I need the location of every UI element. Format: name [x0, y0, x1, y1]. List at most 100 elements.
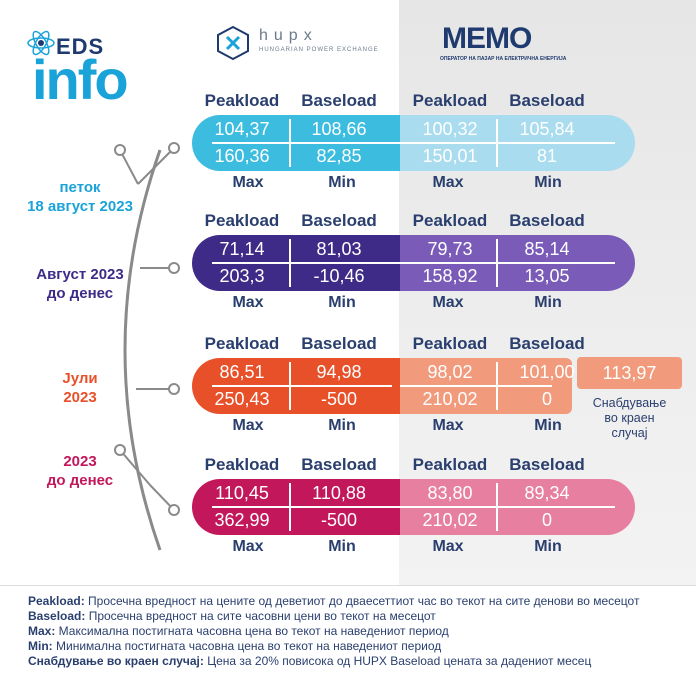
col-header: Baseload	[301, 211, 377, 230]
hupx-subtitle: HUNGARIAN POWER EXCHANGE	[259, 47, 379, 53]
stat-label: Max	[232, 174, 264, 191]
col-header: Baseload	[301, 334, 377, 353]
price-value: 110,88	[312, 483, 366, 503]
stat-label: Min	[328, 174, 356, 191]
col-header: Peakload	[204, 91, 280, 110]
legend-term: Min:	[28, 639, 53, 653]
price-value: 83,80	[427, 483, 473, 503]
pill-divider-vertical	[289, 362, 291, 410]
stat-label: Max	[432, 174, 464, 191]
price-pill-hupx	[192, 358, 412, 414]
price-pill-memo	[400, 115, 635, 171]
pill-divider-horizontal	[400, 385, 552, 387]
stat-label: Max	[432, 538, 464, 555]
price-value: 86,51	[219, 362, 265, 382]
legend-text: Цена за 20% повисока од HUPX Baseload це…	[203, 654, 592, 668]
pill-divider-horizontal	[400, 142, 615, 144]
stat-label: Min	[534, 294, 562, 311]
stat-label: Max	[432, 294, 464, 311]
stat-label: Max	[232, 294, 264, 311]
pill-divider-horizontal	[212, 262, 402, 264]
price-value: -500	[320, 510, 358, 530]
atom-icon	[27, 30, 55, 56]
price-value: 100,32	[422, 119, 478, 139]
col-header: Peakload	[412, 334, 488, 353]
legend-term: Max:	[28, 624, 56, 638]
pill-divider-horizontal	[212, 385, 392, 387]
pill-divider-horizontal	[400, 506, 615, 508]
price-value: 81,03	[316, 239, 362, 259]
legend-item: Max: Максимална постигната часовна цена …	[28, 624, 449, 638]
legend-term: Снабдување во краен случај:	[28, 654, 204, 668]
pill-divider-vertical	[496, 239, 498, 287]
hupx-logo: hupx HUNGARIAN POWER EXCHANGE	[215, 25, 395, 65]
stat-label: Min	[534, 538, 562, 555]
price-value: 82,85	[316, 146, 362, 166]
price-value: 210,02	[422, 510, 478, 530]
period-label: Август 2023 до денес	[20, 265, 140, 303]
price-value: 81	[536, 146, 558, 166]
price-value: 0	[541, 510, 552, 530]
stat-label: Max	[232, 538, 264, 555]
price-value: 94,98	[316, 362, 362, 382]
col-header: Baseload	[509, 334, 585, 353]
col-header: Baseload	[301, 455, 377, 474]
last-resort-supply-label: Снабдување во краен случај	[577, 396, 682, 441]
legend-item: Peakload: Просечна вредност на цените од…	[28, 594, 639, 608]
period-line2: 18 август 2023	[27, 198, 133, 215]
memo-name: MEMO	[442, 22, 532, 55]
memo-subtitle: ОПЕРАТОР НА ПАЗАР НА ЕЛЕКТРИЧНА ЕНЕРГИЈА	[440, 56, 567, 62]
eds-text: EDS	[56, 34, 105, 59]
pill-divider-vertical	[289, 239, 291, 287]
period-line2: 2023	[63, 389, 97, 406]
period-label: 2023 до денес	[20, 452, 140, 490]
period-label: петок 18 август 2023	[20, 178, 140, 216]
price-value: 101,00	[519, 362, 575, 382]
pill-divider-horizontal	[212, 142, 402, 144]
price-value: 203,3	[219, 266, 265, 286]
pill-divider-vertical	[289, 119, 291, 167]
col-header: Baseload	[509, 211, 585, 230]
price-value: 108,66	[311, 119, 367, 139]
pill-divider-vertical	[496, 483, 498, 531]
price-pill-memo	[400, 358, 572, 414]
price-value: 158,92	[422, 266, 478, 286]
price-value: 89,34	[524, 483, 570, 503]
legend-text: Просечна вредност на цените од деветиот …	[84, 594, 640, 608]
period-line1: Јули	[62, 370, 98, 387]
pill-divider-vertical	[496, 119, 498, 167]
price-value: 110,45	[215, 483, 269, 503]
legend-panel: Peakload: Просечна вредност на цените од…	[0, 585, 696, 684]
legend-item: Снабдување во краен случај: Цена за 20% …	[28, 654, 591, 668]
stat-label: Max	[432, 417, 464, 434]
last-resort-supply-value: 113,97	[577, 357, 682, 389]
price-value: 0	[541, 389, 552, 409]
price-value: 105,84	[519, 119, 575, 139]
col-header: Baseload	[301, 91, 377, 110]
price-pill-memo	[400, 235, 635, 291]
pill-divider-horizontal	[212, 506, 402, 508]
price-value: 210,02	[422, 389, 478, 409]
col-header: Baseload	[509, 91, 585, 110]
col-header: Peakload	[204, 334, 280, 353]
period-line1: Август 2023	[36, 266, 124, 283]
legend-text: Максимална постигната часовна цена во те…	[55, 624, 449, 638]
stat-label: Min	[534, 174, 562, 191]
period-label: Јули 2023	[20, 369, 140, 407]
col-header: Peakload	[204, 211, 280, 230]
price-value: 250,43	[214, 389, 270, 409]
hupx-icon	[217, 25, 249, 61]
col-header: Peakload	[204, 455, 280, 474]
price-value: 160,36	[214, 146, 270, 166]
legend-term: Peakload:	[28, 594, 85, 608]
price-pill-hupx	[192, 115, 422, 171]
info-text: info	[32, 48, 129, 111]
pill-divider-vertical	[289, 483, 291, 531]
last-resort-label-line3: случај	[611, 426, 648, 440]
period-line1: 2023	[63, 453, 97, 470]
col-header: Baseload	[509, 455, 585, 474]
pill-divider-vertical	[496, 362, 498, 410]
price-value: 104,37	[214, 119, 270, 139]
price-value: 71,14	[219, 239, 265, 259]
timeline-arc	[114, 142, 180, 551]
